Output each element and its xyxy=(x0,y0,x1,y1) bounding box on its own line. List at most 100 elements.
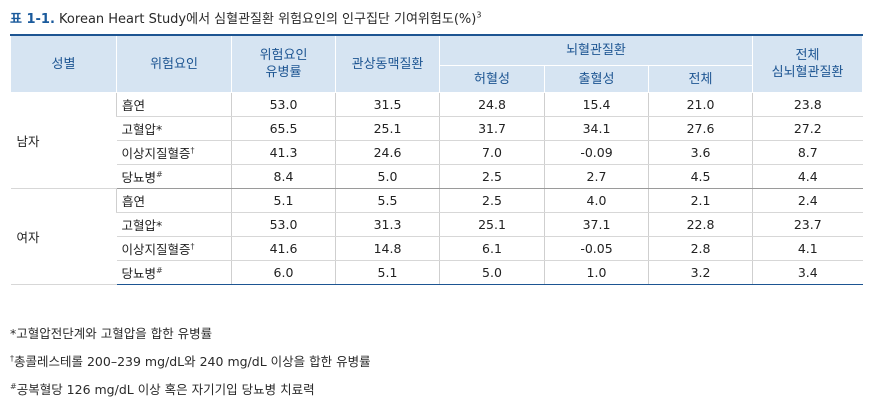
value-cell: 53.0 xyxy=(231,212,336,237)
value-cell: 2.5 xyxy=(439,188,545,213)
value-cell: 37.1 xyxy=(544,212,649,237)
value-cell: 24.6 xyxy=(335,140,440,165)
header-prevalence-line2: 유병률 xyxy=(265,65,302,80)
footnote-text: 공복혈당 126 mg/dL 이상 혹은 자기기입 당뇨병 치료력 xyxy=(16,382,315,398)
risk-factor-mark: † xyxy=(190,241,195,251)
table-row: 여자 흡연 5.1 5.5 2.5 4.0 2.1 2.4 xyxy=(10,188,863,285)
value-cell: 15.4 xyxy=(544,92,649,117)
value-cell: 5.0 xyxy=(439,260,545,285)
table-row: 이상지질혈증† 41.3 24.6 7.0 -0.09 3.6 8.7 xyxy=(11,140,863,165)
header-coronary: 관상동맥질환 xyxy=(335,35,440,93)
value-cell: 22.8 xyxy=(647,212,753,237)
value-cell: 21.0 xyxy=(647,92,753,117)
risk-factor-label: 고혈압* xyxy=(121,122,163,137)
value-cell: 25.1 xyxy=(439,212,545,237)
value-cell: 65.5 xyxy=(231,116,336,141)
value-cell: 2.7 xyxy=(544,164,649,189)
risk-factor-label: 고혈압* xyxy=(121,218,163,233)
risk-factor-cell-smoking: 흡연 xyxy=(116,92,232,117)
table-row: 이상지질혈증† 41.6 14.8 6.1 -0.05 2.8 4.1 xyxy=(11,236,863,261)
value-cell: 4.4 xyxy=(752,164,863,189)
sex-cell: 남자 xyxy=(10,92,117,189)
value-cell: 1.0 xyxy=(544,260,649,285)
value-cell: 25.1 xyxy=(335,116,440,141)
title-reference-superscript: 3 xyxy=(476,10,482,20)
value-cell: 27.2 xyxy=(752,116,863,141)
risk-factor-cell-dyslipidemia: 이상지질혈증† xyxy=(116,236,232,261)
value-cell: 23.8 xyxy=(752,92,863,117)
footnote-mark: † xyxy=(10,354,14,364)
value-cell: 2.8 xyxy=(647,236,753,261)
value-cell: 34.1 xyxy=(544,116,649,141)
risk-factor-mark: † xyxy=(190,145,195,155)
risk-factor-cell-hypertension: 고혈압* xyxy=(116,212,232,237)
table-number: 표 1-1. xyxy=(10,12,55,27)
table-row: 당뇨병# 6.0 5.1 5.0 1.0 3.2 3.4 xyxy=(11,260,863,285)
footnote-hypertension: *고혈압전단계와 고혈압을 합한 유병률 xyxy=(10,318,371,346)
risk-factor-label: 당뇨병 xyxy=(121,266,157,281)
value-cell: 7.0 xyxy=(439,140,545,165)
table-body: 남자 흡연 53.0 31.5 24.8 15.4 21.0 23.8 고혈압* 65.5 25.1… xyxy=(10,92,863,285)
value-cell: 53.0 xyxy=(231,92,336,117)
footnote-text: *고혈압전단계와 고혈압을 합한 유병률 xyxy=(10,326,213,342)
value-cell: 27.6 xyxy=(647,116,753,141)
header-total-cvd: 전체 심뇌혈관질환 xyxy=(752,35,864,93)
table-header: 성별 위험요인 위험요인 유병률 관상동맥질환 뇌혈관질환 전체 심뇌혈관질환 … xyxy=(10,35,864,93)
risk-factor-mark: # xyxy=(156,265,163,275)
value-cell: 8.4 xyxy=(231,164,336,189)
value-cell: 2.5 xyxy=(439,164,545,189)
value-cell: 24.8 xyxy=(439,92,545,117)
footnotes: *고혈압전단계와 고혈압을 합한 유병률 †총콜레스테롤 200–239 mg/… xyxy=(10,318,371,402)
value-cell: 31.3 xyxy=(335,212,440,237)
header-total-line2: 심뇌혈관질환 xyxy=(771,65,844,80)
header-cerebro-total: 전체 xyxy=(647,65,754,93)
risk-factor-cell-smoking: 흡연 xyxy=(116,188,232,213)
value-cell: 8.7 xyxy=(752,140,863,165)
value-cell: 41.6 xyxy=(231,236,336,261)
header-prevalence: 위험요인 유병률 xyxy=(231,35,336,93)
value-cell: 3.2 xyxy=(647,260,753,285)
value-cell: 5.0 xyxy=(335,164,440,189)
header-ischemic: 허혈성 xyxy=(439,65,545,93)
table-title: 표 1-1. Korean Heart Study에서 심혈관질환 위험요인의 … xyxy=(10,8,481,27)
value-cell: 14.8 xyxy=(335,236,440,261)
header-total-line1: 전체 xyxy=(795,48,820,63)
footnote-mark: # xyxy=(10,382,17,392)
header-prevalence-line1: 위험요인 xyxy=(259,48,308,63)
risk-factor-cell-diabetes: 당뇨병# xyxy=(116,260,232,285)
value-cell: 2.4 xyxy=(752,188,863,213)
value-cell: 4.0 xyxy=(544,188,649,213)
table-row: 남자 흡연 53.0 31.5 24.8 15.4 21.0 23.8 xyxy=(10,92,863,189)
value-cell: 41.3 xyxy=(231,140,336,165)
header-risk-factor: 위험요인 xyxy=(116,35,232,93)
value-cell: 2.1 xyxy=(647,188,753,213)
header-hemorrhagic: 출혈성 xyxy=(544,65,649,93)
footnote-text: 총콜레스테롤 200–239 mg/dL와 240 mg/dL 이상을 합한 유… xyxy=(14,354,371,370)
value-cell: 5.5 xyxy=(335,188,440,213)
value-cell: 3.4 xyxy=(752,260,863,285)
header-cerebrovascular: 뇌혈관질환 xyxy=(438,35,754,66)
risk-factor-cell-dyslipidemia: 이상지질혈증† xyxy=(116,140,232,165)
table-title-text: Korean Heart Study에서 심혈관질환 위험요인의 인구집단 기여… xyxy=(54,12,477,27)
risk-factor-table: 성별 위험요인 위험요인 유병률 관상동맥질환 뇌혈관질환 전체 심뇌혈관질환 … xyxy=(10,34,864,285)
risk-factor-label: 이상지질혈증 xyxy=(121,242,191,257)
footnote-dyslipidemia: †총콜레스테롤 200–239 mg/dL와 240 mg/dL 이상을 합한 … xyxy=(10,346,371,374)
footnote-diabetes: #공복혈당 126 mg/dL 이상 혹은 자기기입 당뇨병 치료력 xyxy=(10,374,371,402)
risk-factor-label: 당뇨병 xyxy=(121,170,157,185)
sex-cell: 여자 xyxy=(10,188,117,285)
risk-factor-cell-diabetes: 당뇨병# xyxy=(116,164,232,189)
value-cell: 4.1 xyxy=(752,236,863,261)
header-sex: 성별 xyxy=(10,35,117,93)
risk-factor-label: 흡연 xyxy=(122,194,146,209)
value-cell: 23.7 xyxy=(752,212,863,237)
table-row: 당뇨병# 8.4 5.0 2.5 2.7 4.5 4.4 xyxy=(11,164,863,189)
value-cell: 5.1 xyxy=(335,260,440,285)
table-row: 고혈압* 53.0 31.3 25.1 37.1 22.8 23.7 xyxy=(11,212,863,237)
value-cell: 6.0 xyxy=(231,260,336,285)
risk-factor-label: 흡연 xyxy=(122,98,146,113)
value-cell: -0.09 xyxy=(544,140,649,165)
risk-factor-cell-hypertension: 고혈압* xyxy=(116,116,232,141)
risk-factor-mark: # xyxy=(156,169,163,179)
value-cell: 3.6 xyxy=(647,140,753,165)
value-cell: -0.05 xyxy=(544,236,649,261)
